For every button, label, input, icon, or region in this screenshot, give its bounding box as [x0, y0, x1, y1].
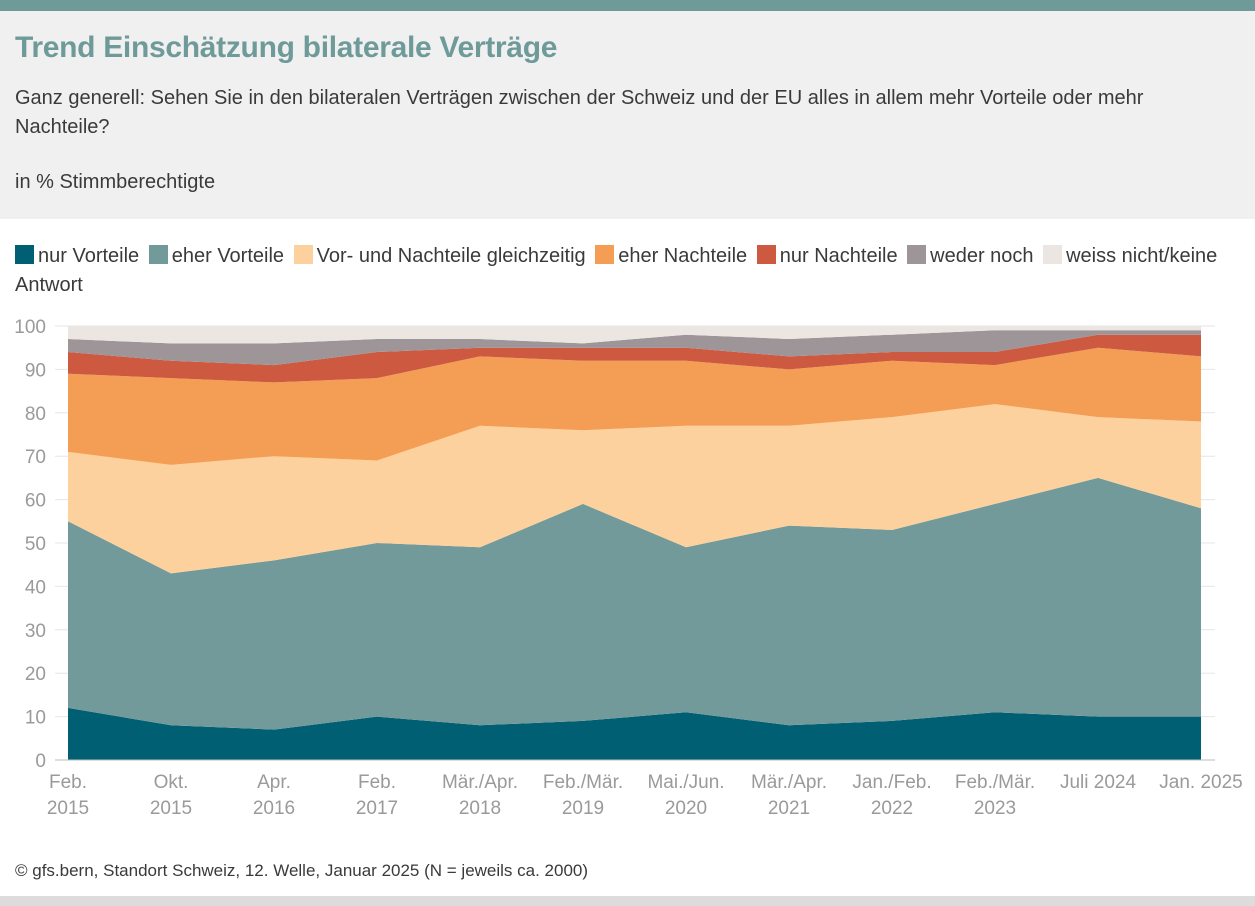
- y-tick-label: 0: [35, 751, 46, 772]
- y-tick-label: 30: [25, 621, 46, 642]
- x-tick-label: Okt. 2015: [150, 772, 192, 819]
- legend-label: eher Vorteile: [171, 245, 285, 267]
- legend-label: eher Nachteile: [618, 245, 748, 267]
- x-tick-label: Feb. 2015: [47, 772, 89, 819]
- legend-item: nur Vorteile: [15, 245, 139, 267]
- y-tick-label: 100: [14, 317, 46, 338]
- area-series-6: [68, 326, 1201, 344]
- chart-legend: nur Vorteile eher Vorteile Vor- und Nach…: [15, 242, 1243, 300]
- legend-item: weiss nicht/keine Antwort: [15, 245, 1217, 296]
- x-tick-label: Apr. 2016: [253, 772, 295, 819]
- legend-item: eher Nachteile: [595, 245, 747, 267]
- area-series-4: [68, 334, 1201, 383]
- legend-swatch: [595, 245, 615, 264]
- area-series-2: [68, 404, 1201, 574]
- source-note: © gfs.bern, Standort Schweiz, 12. Welle,…: [15, 861, 589, 880]
- area-series-0: [68, 707, 1201, 760]
- y-tick-label: 80: [25, 404, 46, 425]
- x-tick-label: Mär./Apr. 2018: [442, 772, 518, 819]
- legend-item: Vor- und Nachteile gleichzeitig: [293, 245, 586, 267]
- legend-label: Vor- und Nachteile gleichzeitig: [316, 245, 586, 267]
- x-tick-label: Feb. 2017: [356, 772, 398, 819]
- stacked-area-chart: 0 10 20 30 40 50 60 70 80 90 100 Feb. 2015 Okt. 2015 Ap…: [14, 317, 1242, 819]
- legend-label: weiss nicht/keine Antwort: [15, 245, 1218, 296]
- legend-label: nur Vorteile: [38, 245, 140, 267]
- x-tick-label: Jan./Feb. 2022: [852, 772, 931, 819]
- area-series-3: [68, 347, 1201, 465]
- y-tick-label: 60: [25, 491, 46, 512]
- y-tick-label: 10: [25, 708, 46, 729]
- x-tick-label: Feb./Mär. 2023: [955, 772, 1035, 819]
- legend-swatch: [1043, 245, 1063, 264]
- bottom-bar: [0, 896, 1255, 906]
- legend-label: nur Nachteile: [779, 245, 898, 267]
- x-tick-label: Juli 2024: [1060, 772, 1136, 793]
- legend-item: nur Nachteile: [756, 245, 898, 267]
- legend-item: eher Vorteile: [148, 245, 285, 267]
- chart-question: Ganz generell: Sehen Sie in den bilatera…: [15, 87, 1144, 138]
- legend-label: weder noch: [930, 245, 1034, 267]
- y-tick-label: 90: [25, 360, 46, 381]
- x-tick-label: Mai./Jun. 2020: [647, 772, 724, 819]
- x-tick-label: Jan. 2025: [1159, 772, 1242, 793]
- x-tick-label: Mär./Apr. 2021: [751, 772, 827, 819]
- chart-header: Trend Einschätzung bilaterale Verträge G…: [0, 11, 1255, 219]
- area-series-1: [68, 477, 1201, 730]
- y-tick-label: 40: [25, 577, 46, 598]
- legend-item: weder noch: [907, 245, 1034, 267]
- legend-swatch: [756, 245, 776, 264]
- legend-swatch: [15, 245, 34, 264]
- legend-swatch: [148, 245, 168, 264]
- y-tick-label: 20: [25, 664, 46, 685]
- y-tick-label: 70: [25, 447, 46, 468]
- chart-title: Trend Einschätzung bilaterale Verträge: [15, 31, 558, 64]
- legend-swatch: [293, 245, 313, 264]
- x-tick-label: Feb./Mär. 2019: [543, 772, 623, 819]
- chart-unit: in % Stimmberechtigte: [15, 171, 216, 193]
- top-accent-bar: [0, 0, 1255, 11]
- legend-swatch: [907, 245, 927, 264]
- y-tick-label: 50: [25, 534, 46, 555]
